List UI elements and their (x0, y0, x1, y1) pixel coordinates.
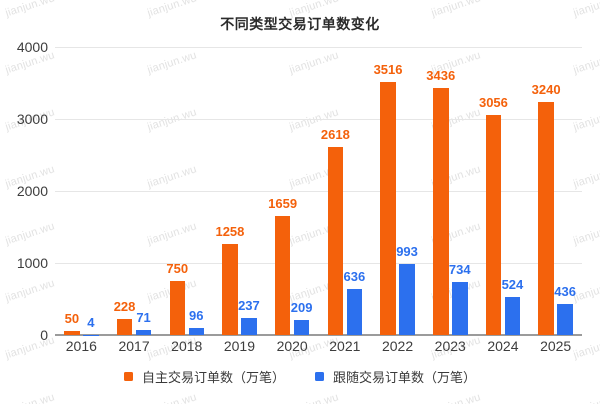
data-label-2024-series0: 3056 (478, 94, 508, 110)
data-label-2016-series1: 4 (87, 314, 95, 330)
data-label-2021-series1: 636 (343, 269, 366, 285)
x-tick-label-2025: 2025 (540, 338, 572, 354)
chart-title: 不同类型交易订单数变化 (220, 16, 380, 32)
data-label-2018-series1: 96 (189, 308, 204, 324)
bar-2020-series1 (293, 319, 310, 335)
bar-2017-series0 (116, 318, 133, 335)
data-label-2020-series0: 1659 (268, 195, 298, 211)
bar-2024-series1 (504, 297, 521, 335)
bar-2023-series1 (452, 282, 468, 335)
y-tick-label-4000: 4000 (16, 39, 48, 55)
bar-2021-series0 (327, 146, 344, 335)
legend-label-series0: 自主交易订单数（万笔） (141, 369, 285, 385)
bar-2023-series0 (433, 87, 449, 335)
data-label-2025-series1: 436 (554, 283, 576, 299)
bar-2022-series1 (399, 263, 415, 335)
y-tick-label-3000: 3000 (16, 111, 48, 127)
legend-swatch-series0 (123, 371, 133, 381)
x-tick-label-2024: 2024 (487, 338, 519, 354)
bar-2017-series1 (135, 329, 152, 335)
bar-2020-series0 (274, 215, 291, 335)
data-label-2016-series0: 50 (64, 311, 80, 327)
data-label-2022-series0: 3516 (373, 61, 403, 77)
gridline-1000 (55, 262, 582, 264)
x-tick-label-2017: 2017 (118, 338, 150, 354)
data-label-2025-series0: 3240 (531, 81, 561, 97)
legend-item-series0: 自主交易订单数（万笔） (123, 367, 285, 386)
x-tick-label-2018: 2018 (171, 338, 203, 354)
data-label-2023-series0: 3436 (426, 67, 456, 83)
data-label-2023-series1: 734 (448, 262, 471, 278)
gridline-4000 (55, 46, 582, 48)
data-label-2018-series0: 750 (166, 261, 189, 276)
y-tick-label-0: 0 (40, 327, 48, 343)
data-label-2019-series0: 1258 (215, 224, 245, 240)
bar-2019-series0 (222, 244, 238, 335)
data-label-2017-series0: 228 (113, 298, 136, 314)
bar-2024-series0 (485, 114, 502, 335)
legend: 自主交易订单数（万笔） 跟随交易订单数（万笔） (0, 367, 600, 385)
y-tick-label-1000: 1000 (16, 255, 48, 271)
x-tick-label-2020: 2020 (276, 338, 308, 354)
bar-2025-series1 (557, 303, 573, 335)
gridline-3000 (55, 118, 582, 120)
bar-2025-series0 (538, 101, 554, 335)
bar-2022-series0 (380, 81, 396, 335)
bar-2016-series0 (64, 331, 80, 335)
x-tick-label-2022: 2022 (381, 338, 414, 354)
bar-2019-series1 (241, 317, 257, 335)
x-tick-label-2021: 2021 (329, 338, 361, 354)
x-tick-label-2023: 2023 (434, 338, 466, 354)
x-axis-baseline (55, 334, 582, 336)
legend-item-series1: 跟随交易订单数（万笔） (315, 367, 476, 386)
bar-2021-series1 (346, 289, 363, 335)
data-label-2017-series1: 71 (136, 309, 151, 325)
x-tick-label-2016: 2016 (65, 338, 97, 354)
data-label-2019-series1: 237 (238, 297, 260, 313)
data-label-2024-series1: 524 (501, 277, 524, 293)
bar-2018-series0 (169, 281, 185, 335)
x-tick-label-2019: 2019 (223, 338, 256, 354)
legend-label-series1: 跟随交易订单数（万笔） (333, 369, 477, 385)
legend-swatch-series1 (315, 371, 324, 381)
gridline-2000 (55, 190, 582, 192)
y-tick-label-2000: 2000 (16, 183, 48, 199)
bar-2018-series1 (188, 328, 204, 335)
data-label-2020-series1: 209 (290, 299, 313, 315)
data-label-2021-series0: 2618 (320, 126, 350, 142)
data-label-2022-series1: 993 (396, 243, 418, 259)
